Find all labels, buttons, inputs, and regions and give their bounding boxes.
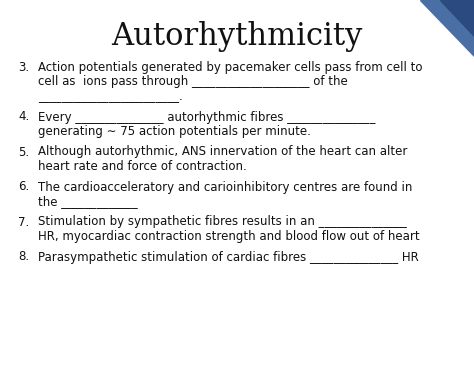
Text: 7.: 7. [18, 216, 29, 228]
Text: Every _______________ autorhythmic fibres _______________: Every _______________ autorhythmic fibre… [38, 111, 375, 123]
Text: The cardioacceleratory and carioinhibitory centres are found in: The cardioacceleratory and carioinhibito… [38, 180, 412, 194]
Text: 6.: 6. [18, 180, 29, 194]
Text: HR, myocardiac contraction strength and blood flow out of heart: HR, myocardiac contraction strength and … [38, 230, 419, 243]
Text: 3.: 3. [18, 61, 29, 74]
Polygon shape [440, 0, 474, 36]
Text: Although autorhythmic, ANS innervation of the heart can alter: Although autorhythmic, ANS innervation o… [38, 146, 407, 158]
Text: heart rate and force of contraction.: heart rate and force of contraction. [38, 160, 247, 173]
Text: 4.: 4. [18, 111, 29, 123]
Text: 5.: 5. [18, 146, 29, 158]
Text: Stimulation by sympathetic fibres results in an _______________: Stimulation by sympathetic fibres result… [38, 216, 407, 228]
Text: ________________________.: ________________________. [38, 90, 183, 103]
Polygon shape [420, 0, 474, 56]
Text: generating ∼ 75 action potentials per minute.: generating ∼ 75 action potentials per mi… [38, 125, 311, 138]
Text: Autorhythmicity: Autorhythmicity [111, 21, 363, 52]
Text: cell as  ions pass through ____________________ of the: cell as ions pass through ______________… [38, 75, 348, 89]
Text: the _____________: the _____________ [38, 195, 137, 208]
Text: Action potentials generated by pacemaker cells pass from cell to: Action potentials generated by pacemaker… [38, 61, 422, 74]
Text: Parasympathetic stimulation of cardiac fibres _______________ HR: Parasympathetic stimulation of cardiac f… [38, 250, 419, 264]
Text: 8.: 8. [18, 250, 29, 264]
